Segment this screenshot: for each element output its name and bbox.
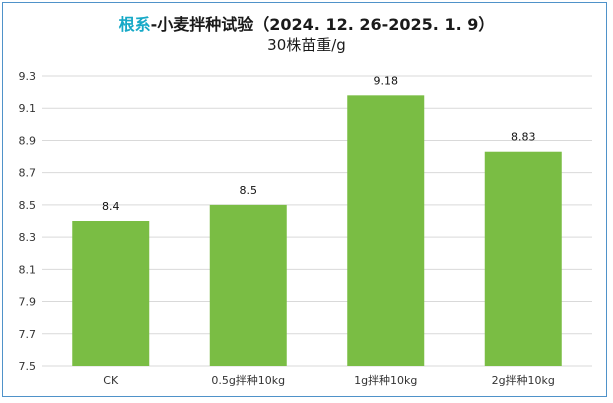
x-tick-label: 0.5g拌种10kg: [211, 373, 285, 387]
y-tick-label: 8.3: [19, 231, 37, 244]
chart-title: 根系-小麦拌种试验（2024. 12. 26-2025. 1. 9）: [0, 11, 613, 35]
chart-subtitle: 30株苗重/g: [267, 36, 346, 54]
data-label: 8.83: [511, 131, 536, 144]
bar: [347, 95, 425, 366]
y-tick-label: 9.1: [19, 102, 37, 115]
chart-title-highlight: 根系: [118, 15, 151, 34]
bar: [484, 151, 562, 366]
y-tick-label: 8.1: [19, 263, 37, 276]
x-axis-ticks: CK 0.5g拌种10kg 1g拌种10kg 2g拌种10kg: [103, 373, 555, 387]
y-tick-label: 7.5: [19, 360, 37, 373]
bar: [209, 204, 287, 366]
data-label: 9.18: [374, 74, 399, 87]
y-axis-ticks: 7.5 7.7 7.9 8.1 8.3 8.5 8.7 8.9 9.1 9.3: [19, 70, 37, 373]
data-label: 8.4: [102, 200, 120, 213]
chart-title-rest: -小麦拌种试验（2024. 12. 26-2025. 1. 9）: [150, 15, 495, 34]
data-labels: 8.4 8.5 9.18 8.83: [102, 74, 536, 213]
bar: [72, 221, 150, 366]
y-tick-label: 8.9: [19, 134, 37, 147]
x-tick-label: 1g拌种10kg: [354, 373, 417, 387]
data-label: 8.5: [240, 184, 258, 197]
y-tick-label: 9.3: [19, 70, 37, 83]
y-tick-label: 7.7: [19, 328, 37, 341]
y-tick-label: 8.5: [19, 199, 37, 212]
y-tick-label: 8.7: [19, 167, 37, 180]
x-tick-label: 2g拌种10kg: [492, 373, 555, 387]
x-tick-label: CK: [103, 374, 119, 387]
bars: [72, 95, 562, 366]
y-tick-label: 7.9: [19, 296, 37, 309]
